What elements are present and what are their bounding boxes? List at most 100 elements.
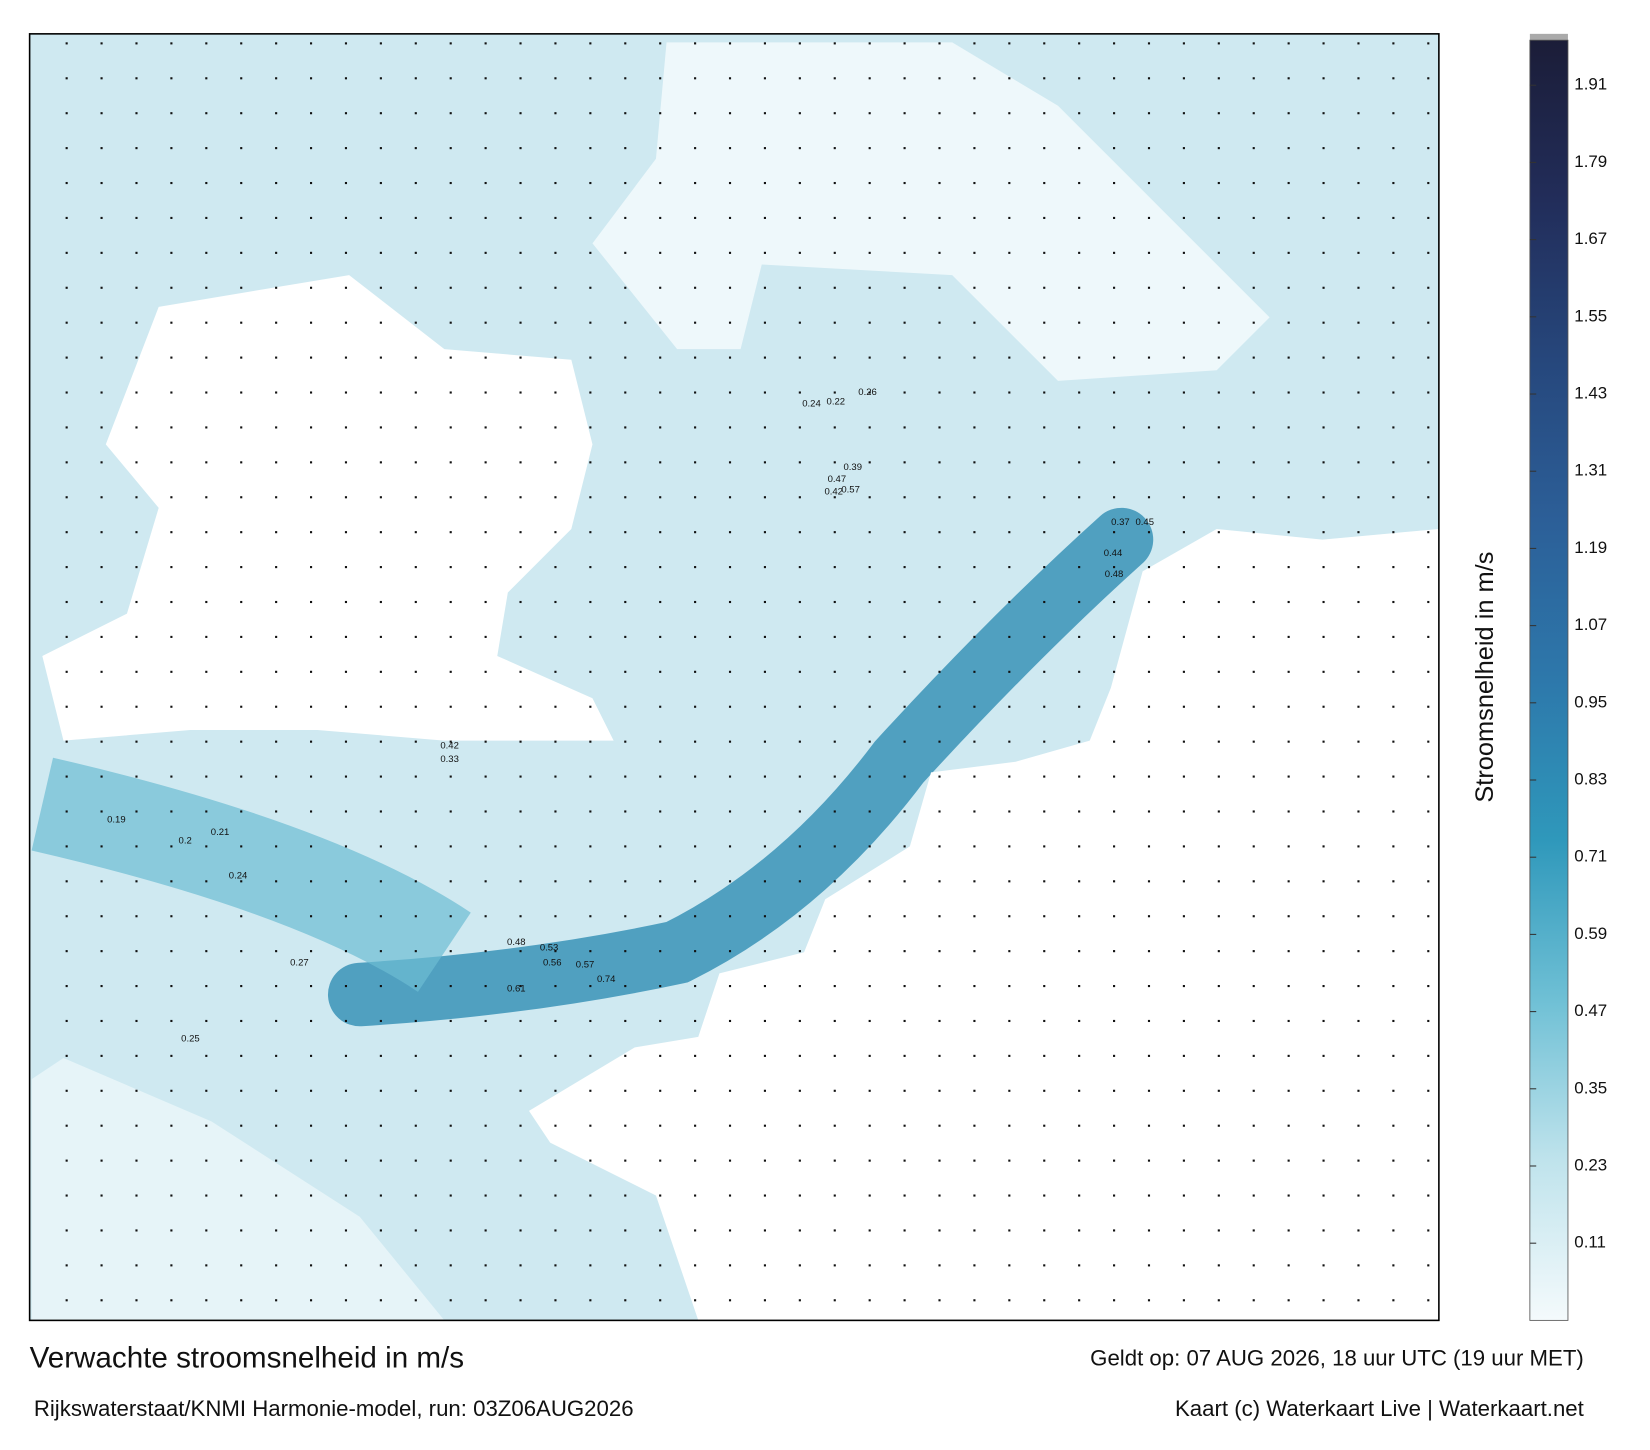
grid-dot: [379, 426, 382, 429]
grid-dot: [1322, 77, 1325, 80]
grid-dot: [1043, 915, 1046, 918]
grid-dot: [449, 1124, 452, 1127]
grid-dot: [798, 1299, 801, 1302]
grid-dot: [554, 181, 557, 185]
grid-dot: [414, 705, 417, 708]
grid-dot: [1322, 391, 1325, 394]
grid-dot: [868, 775, 871, 778]
grid-dot: [1427, 531, 1430, 534]
grid-dot: [833, 77, 836, 80]
grid-dot: [135, 1089, 138, 1092]
grid-dot: [903, 950, 906, 953]
grid-dot: [938, 181, 941, 185]
grid-dot: [449, 740, 452, 743]
grid-dot: [170, 321, 173, 324]
grid-dot: [1357, 147, 1360, 150]
grid-dot: [903, 1159, 906, 1162]
grid-dot: [1322, 1194, 1325, 1197]
grid-dot: [519, 461, 522, 464]
grid-dot: [973, 880, 976, 883]
grid-dot: [1182, 321, 1185, 324]
grid-dot: [1287, 147, 1290, 150]
grid-dot: [1357, 391, 1360, 394]
grid-dot: [1322, 1019, 1325, 1023]
grid-dot: [973, 1054, 976, 1057]
grid-dot: [1322, 880, 1325, 883]
grid-dot: [1427, 321, 1430, 324]
grid-dot: [1147, 1054, 1151, 1057]
grid-dot: [868, 112, 871, 115]
grid-dot: [135, 1264, 138, 1267]
grid-dot: [589, 880, 592, 883]
grid-dot: [1113, 426, 1116, 429]
grid-dot: [903, 845, 906, 848]
grid-dot: [1357, 880, 1360, 883]
grid-dot: [763, 461, 766, 464]
grid-dot: [554, 670, 557, 673]
grid-dot: [1357, 77, 1360, 80]
grid-dot: [1427, 950, 1430, 953]
grid-dot: [1287, 1264, 1290, 1267]
grid-dot: [763, 915, 766, 918]
grid-dot: [344, 670, 348, 673]
grid-dot: [624, 566, 627, 569]
grid-dot: [205, 251, 208, 254]
grid-dot: [240, 810, 243, 813]
grid-dot: [1008, 775, 1011, 778]
grid-dot: [484, 705, 487, 708]
grid-dot: [65, 670, 68, 673]
grid-dot: [414, 1194, 417, 1197]
grid-dot: [1182, 1229, 1185, 1232]
grid-dot: [798, 984, 801, 988]
grid-dot: [554, 880, 557, 883]
grid-dot: [589, 670, 592, 673]
grid-dot: [868, 356, 871, 359]
grid-dot: [1078, 147, 1081, 150]
grid-dot: [659, 216, 662, 220]
grid-dot: [798, 1194, 801, 1197]
grid-dot: [205, 880, 208, 883]
grid-dot: [205, 461, 208, 464]
grid-dot: [728, 600, 732, 604]
grid-dot: [938, 356, 941, 359]
grid-dot: [1392, 775, 1395, 778]
grid-dot: [1182, 1299, 1185, 1302]
grid-dot: [1043, 251, 1046, 254]
grid-dot: [903, 880, 906, 883]
grid-dot: [694, 42, 697, 45]
grid-dot: [65, 251, 68, 254]
colorbar-label: Stroomsnelheid in m/s: [1471, 552, 1499, 803]
grid-dot: [1147, 356, 1151, 359]
grid-dot: [1217, 461, 1220, 464]
grid-dot: [275, 321, 278, 324]
grid-dot: [624, 775, 627, 778]
grid-dot: [135, 1194, 138, 1197]
grid-dot: [763, 880, 766, 883]
grid-dot: [1008, 356, 1011, 359]
grid-dot: [484, 391, 487, 394]
grid-dot: [659, 356, 662, 359]
grid-dot: [1113, 600, 1116, 604]
grid-dot: [100, 1124, 103, 1127]
grid-dot: [694, 286, 697, 289]
grid-dot: [798, 845, 801, 848]
grid-dot: [344, 42, 348, 45]
grid-dot: [1113, 1089, 1116, 1092]
subtitle: Rijkswaterstaat/KNMI Harmonie-model, run…: [34, 1396, 634, 1421]
grid-dot: [484, 426, 487, 429]
grid-dot: [379, 461, 382, 464]
grid-dot: [1008, 42, 1011, 45]
grid-dot: [484, 496, 487, 499]
grid-dot: [1322, 1054, 1325, 1057]
grid-dot: [694, 1264, 697, 1267]
grid-dot: [1252, 461, 1255, 464]
grid-dot: [519, 1054, 522, 1057]
grid-dot: [1252, 950, 1255, 953]
grid-dot: [624, 600, 627, 604]
grid-dot: [1147, 426, 1151, 429]
grid-dot: [1043, 531, 1046, 534]
grid-dot: [903, 600, 906, 604]
grid-dot: [1008, 216, 1011, 220]
grid-dot: [344, 950, 348, 953]
grid-dot: [1427, 670, 1430, 673]
